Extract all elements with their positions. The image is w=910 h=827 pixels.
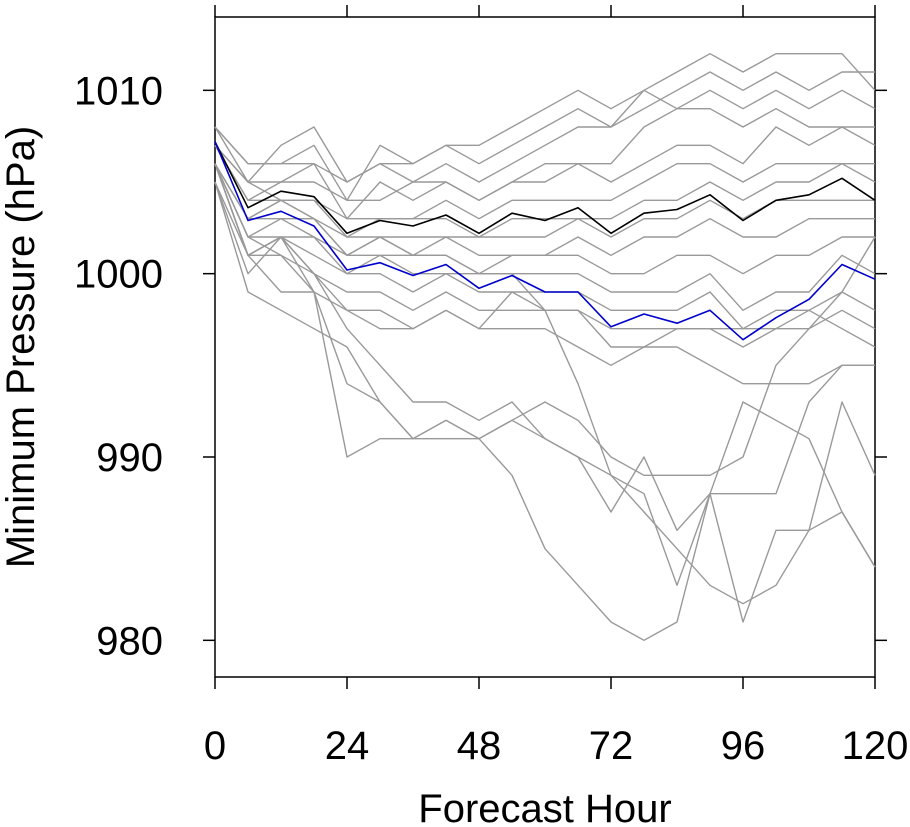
y-tick-label: 990 bbox=[96, 436, 163, 480]
series-line-5 bbox=[214, 89, 876, 202]
series-line-16 bbox=[214, 181, 876, 348]
x-tick-label: 120 bbox=[842, 724, 909, 768]
y-tick-label: 1010 bbox=[74, 69, 163, 113]
series-line-9 bbox=[214, 144, 876, 238]
series-line-14 bbox=[214, 163, 876, 330]
series-line-7 bbox=[214, 126, 876, 220]
series-line-17 bbox=[214, 163, 875, 385]
x-tick-label: 24 bbox=[325, 724, 370, 768]
series-line-8 bbox=[214, 144, 875, 220]
series-line-12 bbox=[214, 163, 875, 275]
x-tick-label: 0 bbox=[204, 724, 226, 768]
series-line-4 bbox=[214, 53, 876, 183]
series-line-6 bbox=[214, 107, 875, 202]
x-axis-ticks: 0 24 48 72 96 120 bbox=[204, 5, 909, 768]
series-line-2 bbox=[214, 141, 876, 341]
x-tick-label: 48 bbox=[457, 724, 502, 768]
x-tick-label: 72 bbox=[589, 724, 634, 768]
series-line-13 bbox=[214, 163, 876, 311]
series-lines bbox=[214, 53, 876, 641]
x-axis-title: Forecast Hour bbox=[418, 787, 671, 827]
x-tick-label: 96 bbox=[721, 724, 766, 768]
series-line-1 bbox=[214, 141, 876, 235]
series-line-11 bbox=[214, 163, 875, 257]
y-tick-label: 1000 bbox=[74, 253, 163, 297]
series-line-21 bbox=[214, 163, 876, 476]
y-tick-label: 980 bbox=[96, 619, 163, 663]
plot-frame bbox=[214, 16, 876, 678]
series-line-22 bbox=[214, 163, 876, 586]
series-line-19 bbox=[214, 181, 876, 641]
series-line-20 bbox=[214, 181, 876, 605]
series-line-3 bbox=[214, 71, 875, 183]
y-axis-ticks: 980 990 1000 1010 bbox=[74, 69, 887, 663]
y-axis-title: Minimum Pressure (hPa) bbox=[0, 126, 43, 568]
